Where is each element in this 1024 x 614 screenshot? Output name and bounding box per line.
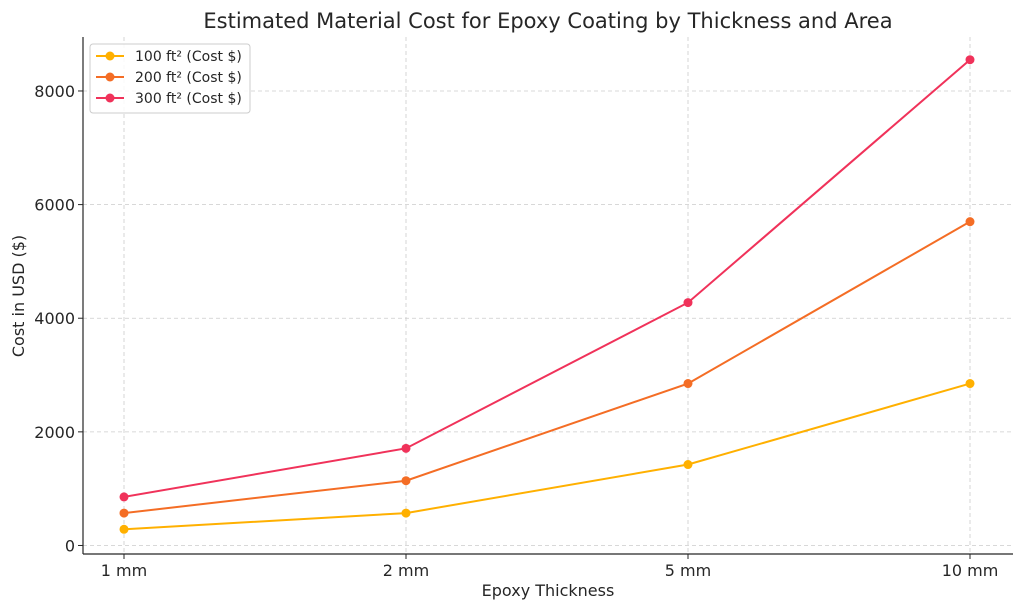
data-point <box>965 217 975 227</box>
legend-marker <box>105 51 115 61</box>
data-point <box>119 508 129 518</box>
chart-title: Estimated Material Cost for Epoxy Coatin… <box>203 9 892 33</box>
y-tick-label: 8000 <box>34 82 75 101</box>
legend-marker <box>105 72 115 82</box>
data-point <box>119 524 129 534</box>
data-point <box>401 476 411 486</box>
legend: 100 ft² (Cost $) 200 ft² (Cost $) 300 ft² … <box>89 43 251 114</box>
legend-label: 200 ft² (Cost $) <box>135 70 242 86</box>
series-2 <box>119 217 975 518</box>
data-point <box>683 298 693 308</box>
y-tick-label: 4000 <box>34 309 75 328</box>
y-tick-label: 6000 <box>34 196 75 215</box>
legend-label: 100 ft² (Cost $) <box>135 49 242 65</box>
series-3 <box>119 55 975 502</box>
y-ticks: 0 2000 4000 6000 8000 <box>34 82 83 555</box>
data-point <box>683 460 693 470</box>
data-point <box>965 55 975 65</box>
legend-marker <box>105 93 115 103</box>
x-ticks: 1 mm 2 mm 5 mm 10 mm <box>101 554 999 580</box>
legend-box <box>89 43 251 114</box>
y-tick-label: 0 <box>65 536 75 555</box>
x-tick-label: 5 mm <box>665 561 711 580</box>
series-group <box>119 55 975 534</box>
series-1 <box>119 379 975 534</box>
data-point <box>965 379 975 389</box>
grid <box>83 37 1013 554</box>
series-line <box>123 58 971 498</box>
x-tick-label: 1 mm <box>101 561 147 580</box>
data-point <box>401 508 411 518</box>
data-point <box>119 492 129 502</box>
series-line <box>123 382 971 531</box>
x-tick-label: 10 mm <box>942 561 999 580</box>
x-tick-label: 2 mm <box>383 561 429 580</box>
data-point <box>683 379 693 389</box>
y-tick-label: 2000 <box>34 423 75 442</box>
data-point <box>401 443 411 453</box>
y-axis-label: Cost in USD ($) <box>9 235 28 357</box>
x-axis-label: Epoxy Thickness <box>482 581 615 600</box>
legend-label: 300 ft² (Cost $) <box>135 91 242 107</box>
series-line <box>123 220 971 515</box>
